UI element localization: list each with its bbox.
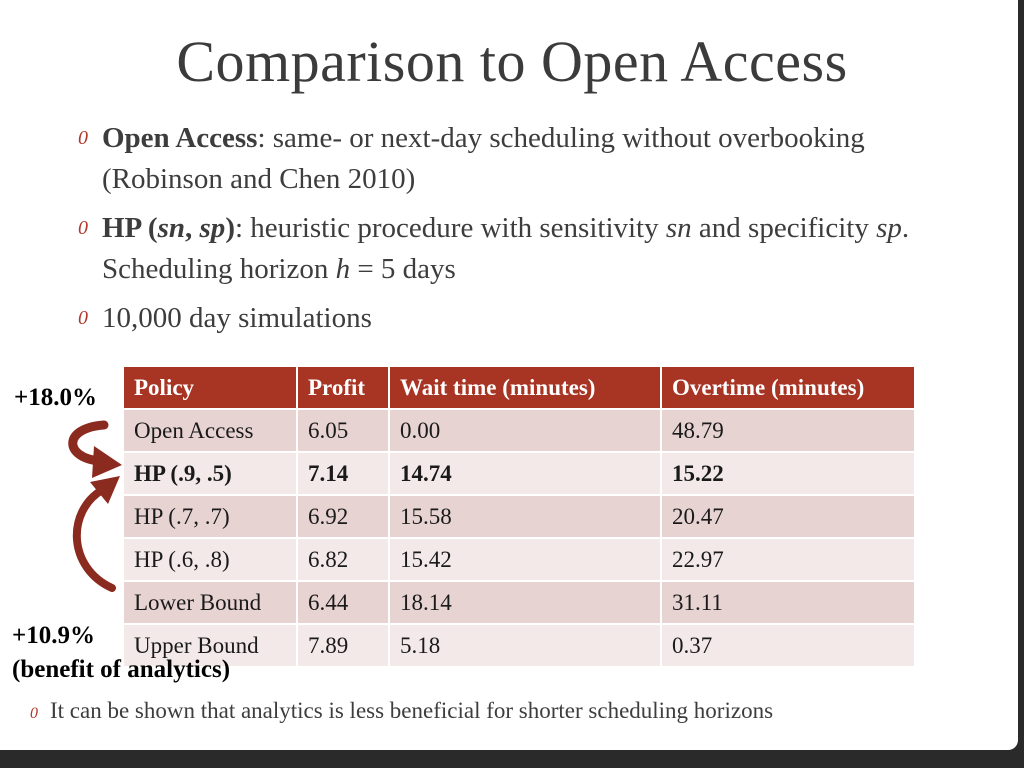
bullet-text-1: : heuristic procedure with sensitivity — [234, 212, 666, 244]
term-comma: , — [185, 212, 200, 244]
term-sn: sn — [157, 212, 186, 244]
annotation-top: +18.0% — [14, 384, 97, 411]
arrowhead-bottom — [90, 476, 120, 504]
var-h: h — [335, 253, 351, 285]
comparison-arrows — [68, 420, 122, 592]
cell-wait-time: 15.58 — [388, 494, 662, 539]
bullet-glyph: 0 — [78, 127, 88, 149]
bullet-glyph: 0 — [78, 307, 88, 329]
cell-overtime: 48.79 — [660, 408, 916, 453]
bullet-text-2: and specificity — [691, 212, 877, 244]
table-header-row: Policy Profit Wait time (minutes) Overti… — [122, 365, 916, 410]
bullet-text-3: . Scheduling horizon — [102, 212, 910, 285]
footnote: 0 It can be shown that analytics is less … — [30, 698, 773, 724]
cell-overtime: 0.37 — [660, 623, 916, 668]
table-row: Open Access 6.05 0.00 48.79 — [122, 408, 916, 453]
cell-policy: HP (.6, .8) — [122, 537, 298, 582]
cell-policy: Lower Bound — [122, 580, 298, 625]
bullet-text: 10,000 day simulations — [102, 302, 372, 334]
term-pre: HP ( — [102, 212, 158, 244]
header-policy: Policy — [122, 365, 298, 410]
table-row: HP (.7, .7) 6.92 15.58 20.47 — [122, 494, 916, 539]
table-row: Upper Bound 7.89 5.18 0.37 — [122, 623, 916, 668]
term-sp: sp — [199, 212, 226, 244]
cell-overtime: 20.47 — [660, 494, 916, 539]
table-row-highlighted: HP (.9, .5) 7.14 14.74 15.22 — [122, 451, 916, 496]
var-sn: sn — [665, 212, 692, 244]
cell-overtime: 31.11 — [660, 580, 916, 625]
cell-profit: 6.82 — [296, 537, 390, 582]
arrowhead-top — [92, 446, 122, 478]
bullet-term: Open Access — [102, 122, 258, 154]
cell-overtime: 15.22 — [660, 451, 916, 496]
header-profit: Profit — [296, 365, 390, 410]
cell-wait-time: 18.14 — [388, 580, 662, 625]
cell-profit: 7.14 — [296, 451, 390, 496]
bullet-text-4: = 5 days — [350, 253, 456, 285]
cell-policy: HP (.9, .5) — [122, 451, 298, 496]
bullet-text: : same- or next-day scheduling without o… — [102, 122, 865, 195]
bullet-open-access: 0 Open Access: same- or next-day schedul… — [78, 118, 938, 200]
annotation-bottom: +10.9% — [12, 622, 95, 649]
slide: Comparison to Open Access 0 Open Access:… — [0, 0, 1018, 750]
bullet-glyph: 0 — [78, 217, 88, 239]
cell-overtime: 22.97 — [660, 537, 916, 582]
cell-profit: 7.89 — [296, 623, 390, 668]
table-row: Lower Bound 6.44 18.14 31.11 — [122, 580, 916, 625]
curved-arrow-top — [68, 420, 109, 466]
bullet-hp: 0 HP (sn, sp): heuristic procedure with … — [78, 208, 938, 290]
table-row: HP (.6, .8) 6.82 15.42 22.97 — [122, 537, 916, 582]
cell-profit: 6.05 — [296, 408, 390, 453]
annotation-bottom-note: (benefit of analytics) — [12, 656, 231, 683]
cell-profit: 6.92 — [296, 494, 390, 539]
bullet-list: 0 Open Access: same- or next-day schedul… — [78, 118, 938, 347]
bullet-simulations: 0 10,000 day simulations — [78, 298, 938, 339]
cell-wait-time: 14.74 — [388, 451, 662, 496]
footnote-text: It can be shown that analytics is less b… — [50, 698, 774, 723]
var-sp: sp — [876, 212, 902, 244]
cell-wait-time: 15.42 — [388, 537, 662, 582]
bullet-term: HP (sn, sp) — [102, 212, 235, 244]
header-wait-time: Wait time (minutes) — [388, 365, 662, 410]
cell-policy: Open Access — [122, 408, 298, 453]
cell-wait-time: 0.00 — [388, 408, 662, 453]
curved-arrow-bottom — [72, 486, 116, 592]
slide-title: Comparison to Open Access — [176, 29, 848, 94]
cell-profit: 6.44 — [296, 580, 390, 625]
term-post: ) — [225, 212, 235, 244]
header-overtime: Overtime (minutes) — [660, 365, 916, 410]
results-table: Policy Profit Wait time (minutes) Overti… — [122, 365, 916, 668]
cell-policy: Upper Bound — [122, 623, 298, 668]
bullet-glyph: 0 — [30, 705, 38, 722]
cell-policy: HP (.7, .7) — [122, 494, 298, 539]
cell-wait-time: 5.18 — [388, 623, 662, 668]
